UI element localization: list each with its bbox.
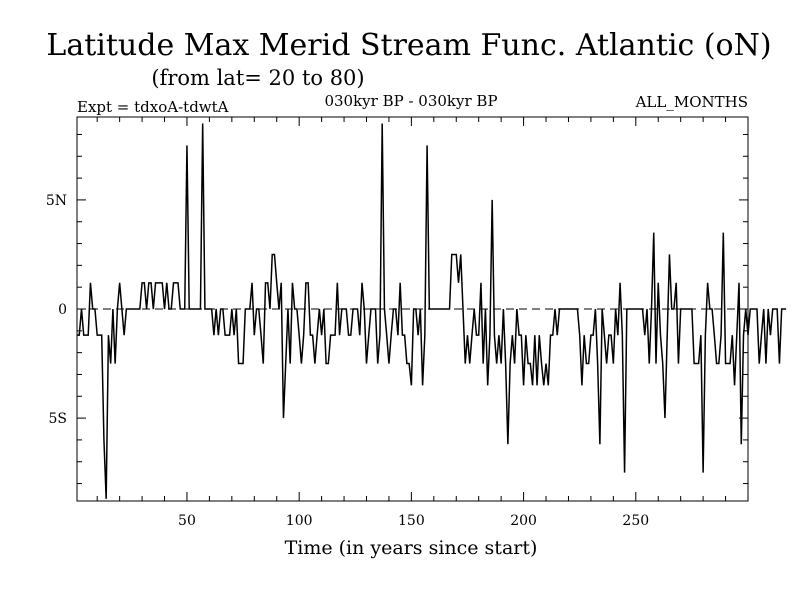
x-axis-label: Time (in years since start) bbox=[285, 537, 538, 559]
x-tick-label: 50 bbox=[178, 513, 196, 529]
y-tick-label: 5S bbox=[49, 411, 68, 427]
x-axis: 50 100 150 200 250 bbox=[96, 117, 727, 529]
y-tick-label: 5N bbox=[46, 193, 67, 209]
series-group bbox=[77, 123, 787, 499]
x-tick-label: 100 bbox=[286, 513, 313, 529]
x-tick-label: 150 bbox=[398, 513, 425, 529]
y-tick-label: 0 bbox=[58, 302, 67, 318]
x-tick-label: 200 bbox=[510, 513, 537, 529]
months-label: ALL_MONTHS bbox=[635, 93, 748, 111]
series-line bbox=[77, 123, 787, 499]
x-tick-label: 250 bbox=[622, 513, 649, 529]
period-label: 030kyr BP - 030kyr BP bbox=[324, 92, 497, 110]
chart-title: Latitude Max Merid Stream Func. Atlantic… bbox=[46, 28, 771, 63]
expt-label: Expt = tdxoA-tdwtA bbox=[77, 98, 229, 116]
chart-subtitle: (from lat= 20 to 80) bbox=[151, 66, 364, 90]
